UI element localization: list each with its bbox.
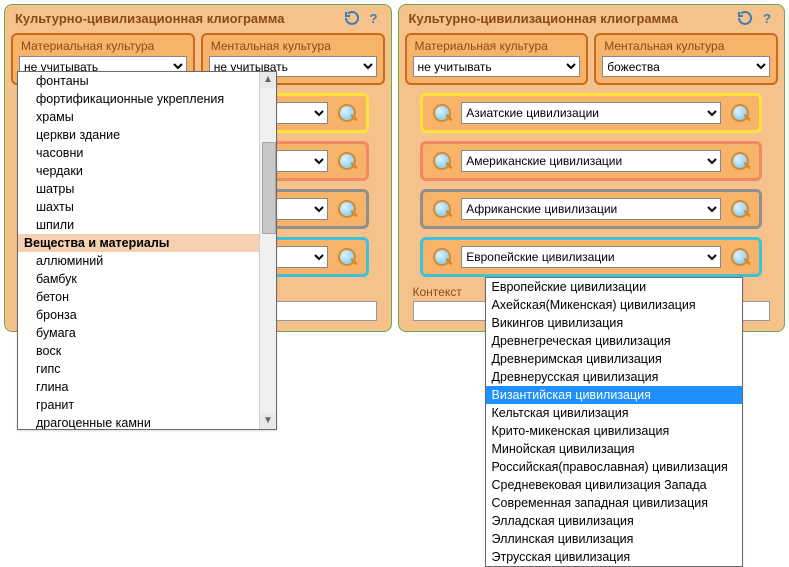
material-label: Материальная культура <box>21 39 187 53</box>
material-label: Материальная культура <box>415 39 581 53</box>
civ-row-africa: Африканские цивилизации <box>420 189 762 229</box>
mental-culture-box: Ментальная культура божества <box>594 33 778 85</box>
magnifier-icon[interactable] <box>729 246 751 268</box>
panel-title: Культурно-цивилизационная клиограмма <box>409 11 733 26</box>
panel-header: Культурно-цивилизационная клиограмма ? <box>5 5 391 33</box>
civ-select-africa[interactable]: Африканские цивилизации <box>461 198 721 220</box>
magnifier-icon[interactable] <box>336 246 358 268</box>
civ-select-europe[interactable]: Европейские цивилизации <box>461 246 721 268</box>
dropdown-item[interactable]: Элладская цивилизация <box>486 512 742 530</box>
dropdown-item[interactable]: часовни <box>18 144 259 162</box>
magnifier-icon[interactable] <box>336 198 358 220</box>
magnifier-icon[interactable] <box>431 102 453 124</box>
dropdown-item[interactable]: Византийская цивилизация <box>486 386 742 404</box>
material-dropdown-list[interactable]: фонтаныфортификационные укрепленияхрамыц… <box>17 71 277 430</box>
refresh-icon[interactable] <box>736 9 754 27</box>
mental-label: Ментальная культура <box>211 39 377 53</box>
dropdown-item[interactable]: Ахейская(Микенская) цивилизация <box>486 296 742 314</box>
dropdown-item[interactable]: Минойская цивилизация <box>486 440 742 458</box>
civ-row-europe: Европейские цивилизации <box>420 237 762 277</box>
dropdown-item[interactable]: аллюминий <box>18 252 259 270</box>
magnifier-icon[interactable] <box>431 150 453 172</box>
panel-title: Культурно-цивилизационная клиограмма <box>15 11 339 26</box>
panel-right: Культурно-цивилизационная клиограмма ? М… <box>398 4 786 332</box>
civ-select-america[interactable]: Американские цивилизации <box>461 150 721 172</box>
civ-row-america: Американские цивилизации <box>420 141 762 181</box>
panel-left: Культурно-цивилизационная клиограмма ? М… <box>4 4 392 332</box>
material-culture-box: Материальная культура не учитывать <box>405 33 589 85</box>
dropdown-group[interactable]: Вещества и материалы <box>18 234 259 252</box>
dropdown-item[interactable]: Кельтская цивилизация <box>486 404 742 422</box>
magnifier-icon[interactable] <box>729 102 751 124</box>
magnifier-icon[interactable] <box>431 198 453 220</box>
civ-select-asia[interactable]: Азиатские цивилизации <box>461 102 721 124</box>
dropdown-item[interactable]: храмы <box>18 108 259 126</box>
dropdown-item[interactable]: бумага <box>18 324 259 342</box>
civ-row-asia: Азиатские цивилизации <box>420 93 762 133</box>
dropdown-item[interactable]: церкви здание <box>18 126 259 144</box>
help-icon[interactable]: ? <box>365 9 383 27</box>
dropdown-item[interactable]: Крито-микенская цивилизация <box>486 422 742 440</box>
magnifier-icon[interactable] <box>729 150 751 172</box>
dropdown-item[interactable]: бетон <box>18 288 259 306</box>
dropdown-item[interactable]: гранит <box>18 396 259 414</box>
dropdown-item[interactable]: чердаки <box>18 162 259 180</box>
dropdown-item[interactable]: Средневековая цивилизация Запада <box>486 476 742 494</box>
dropdown-item[interactable]: глина <box>18 378 259 396</box>
dropdown-item[interactable]: фортификационные укрепления <box>18 90 259 108</box>
help-icon[interactable]: ? <box>758 9 776 27</box>
scroll-thumb[interactable] <box>262 142 276 234</box>
refresh-icon[interactable] <box>343 9 361 27</box>
dropdown-item[interactable]: Этрусская цивилизация <box>486 548 742 566</box>
magnifier-icon[interactable] <box>431 246 453 268</box>
magnifier-icon[interactable] <box>729 198 751 220</box>
magnifier-icon[interactable] <box>336 102 358 124</box>
dropdown-item[interactable]: бронза <box>18 306 259 324</box>
dropdown-item[interactable]: Эллинская цивилизация <box>486 530 742 548</box>
magnifier-icon[interactable] <box>336 150 358 172</box>
scroll-down-icon[interactable]: ▼ <box>260 413 276 429</box>
dropdown-item[interactable]: шатры <box>18 180 259 198</box>
dropdown-item[interactable]: воск <box>18 342 259 360</box>
dropdown-item[interactable]: Европейские цивилизации <box>486 278 742 296</box>
dropdown-item[interactable]: Древнерусская цивилизация <box>486 368 742 386</box>
scroll-up-icon[interactable]: ▲ <box>260 72 276 88</box>
dropdown-item[interactable]: шахты <box>18 198 259 216</box>
scrollbar[interactable]: ▲ ▼ <box>259 72 276 429</box>
mental-select[interactable]: божества <box>602 56 770 77</box>
dropdown-item[interactable]: Современная западная цивилизация <box>486 494 742 512</box>
dropdown-item[interactable]: Викингов цивилизация <box>486 314 742 332</box>
material-select[interactable]: не учитывать <box>413 56 581 77</box>
panel-header: Культурно-цивилизационная клиограмма ? <box>399 5 785 33</box>
dropdown-item[interactable]: драгоценные камни <box>18 414 259 429</box>
dropdown-item[interactable]: гипс <box>18 360 259 378</box>
dropdown-item[interactable]: Древнегреческая цивилизация <box>486 332 742 350</box>
dropdown-item[interactable]: бамбук <box>18 270 259 288</box>
dropdown-item[interactable]: шпили <box>18 216 259 234</box>
dropdown-item[interactable]: фонтаны <box>18 72 259 90</box>
dropdown-item[interactable]: Древнеримская цивилизация <box>486 350 742 368</box>
dropdown-item[interactable]: Российская(православная) цивилизация <box>486 458 742 476</box>
europe-dropdown-list[interactable]: Европейские цивилизацииАхейская(Микенска… <box>485 277 743 567</box>
mental-label: Ментальная культура <box>604 39 770 53</box>
